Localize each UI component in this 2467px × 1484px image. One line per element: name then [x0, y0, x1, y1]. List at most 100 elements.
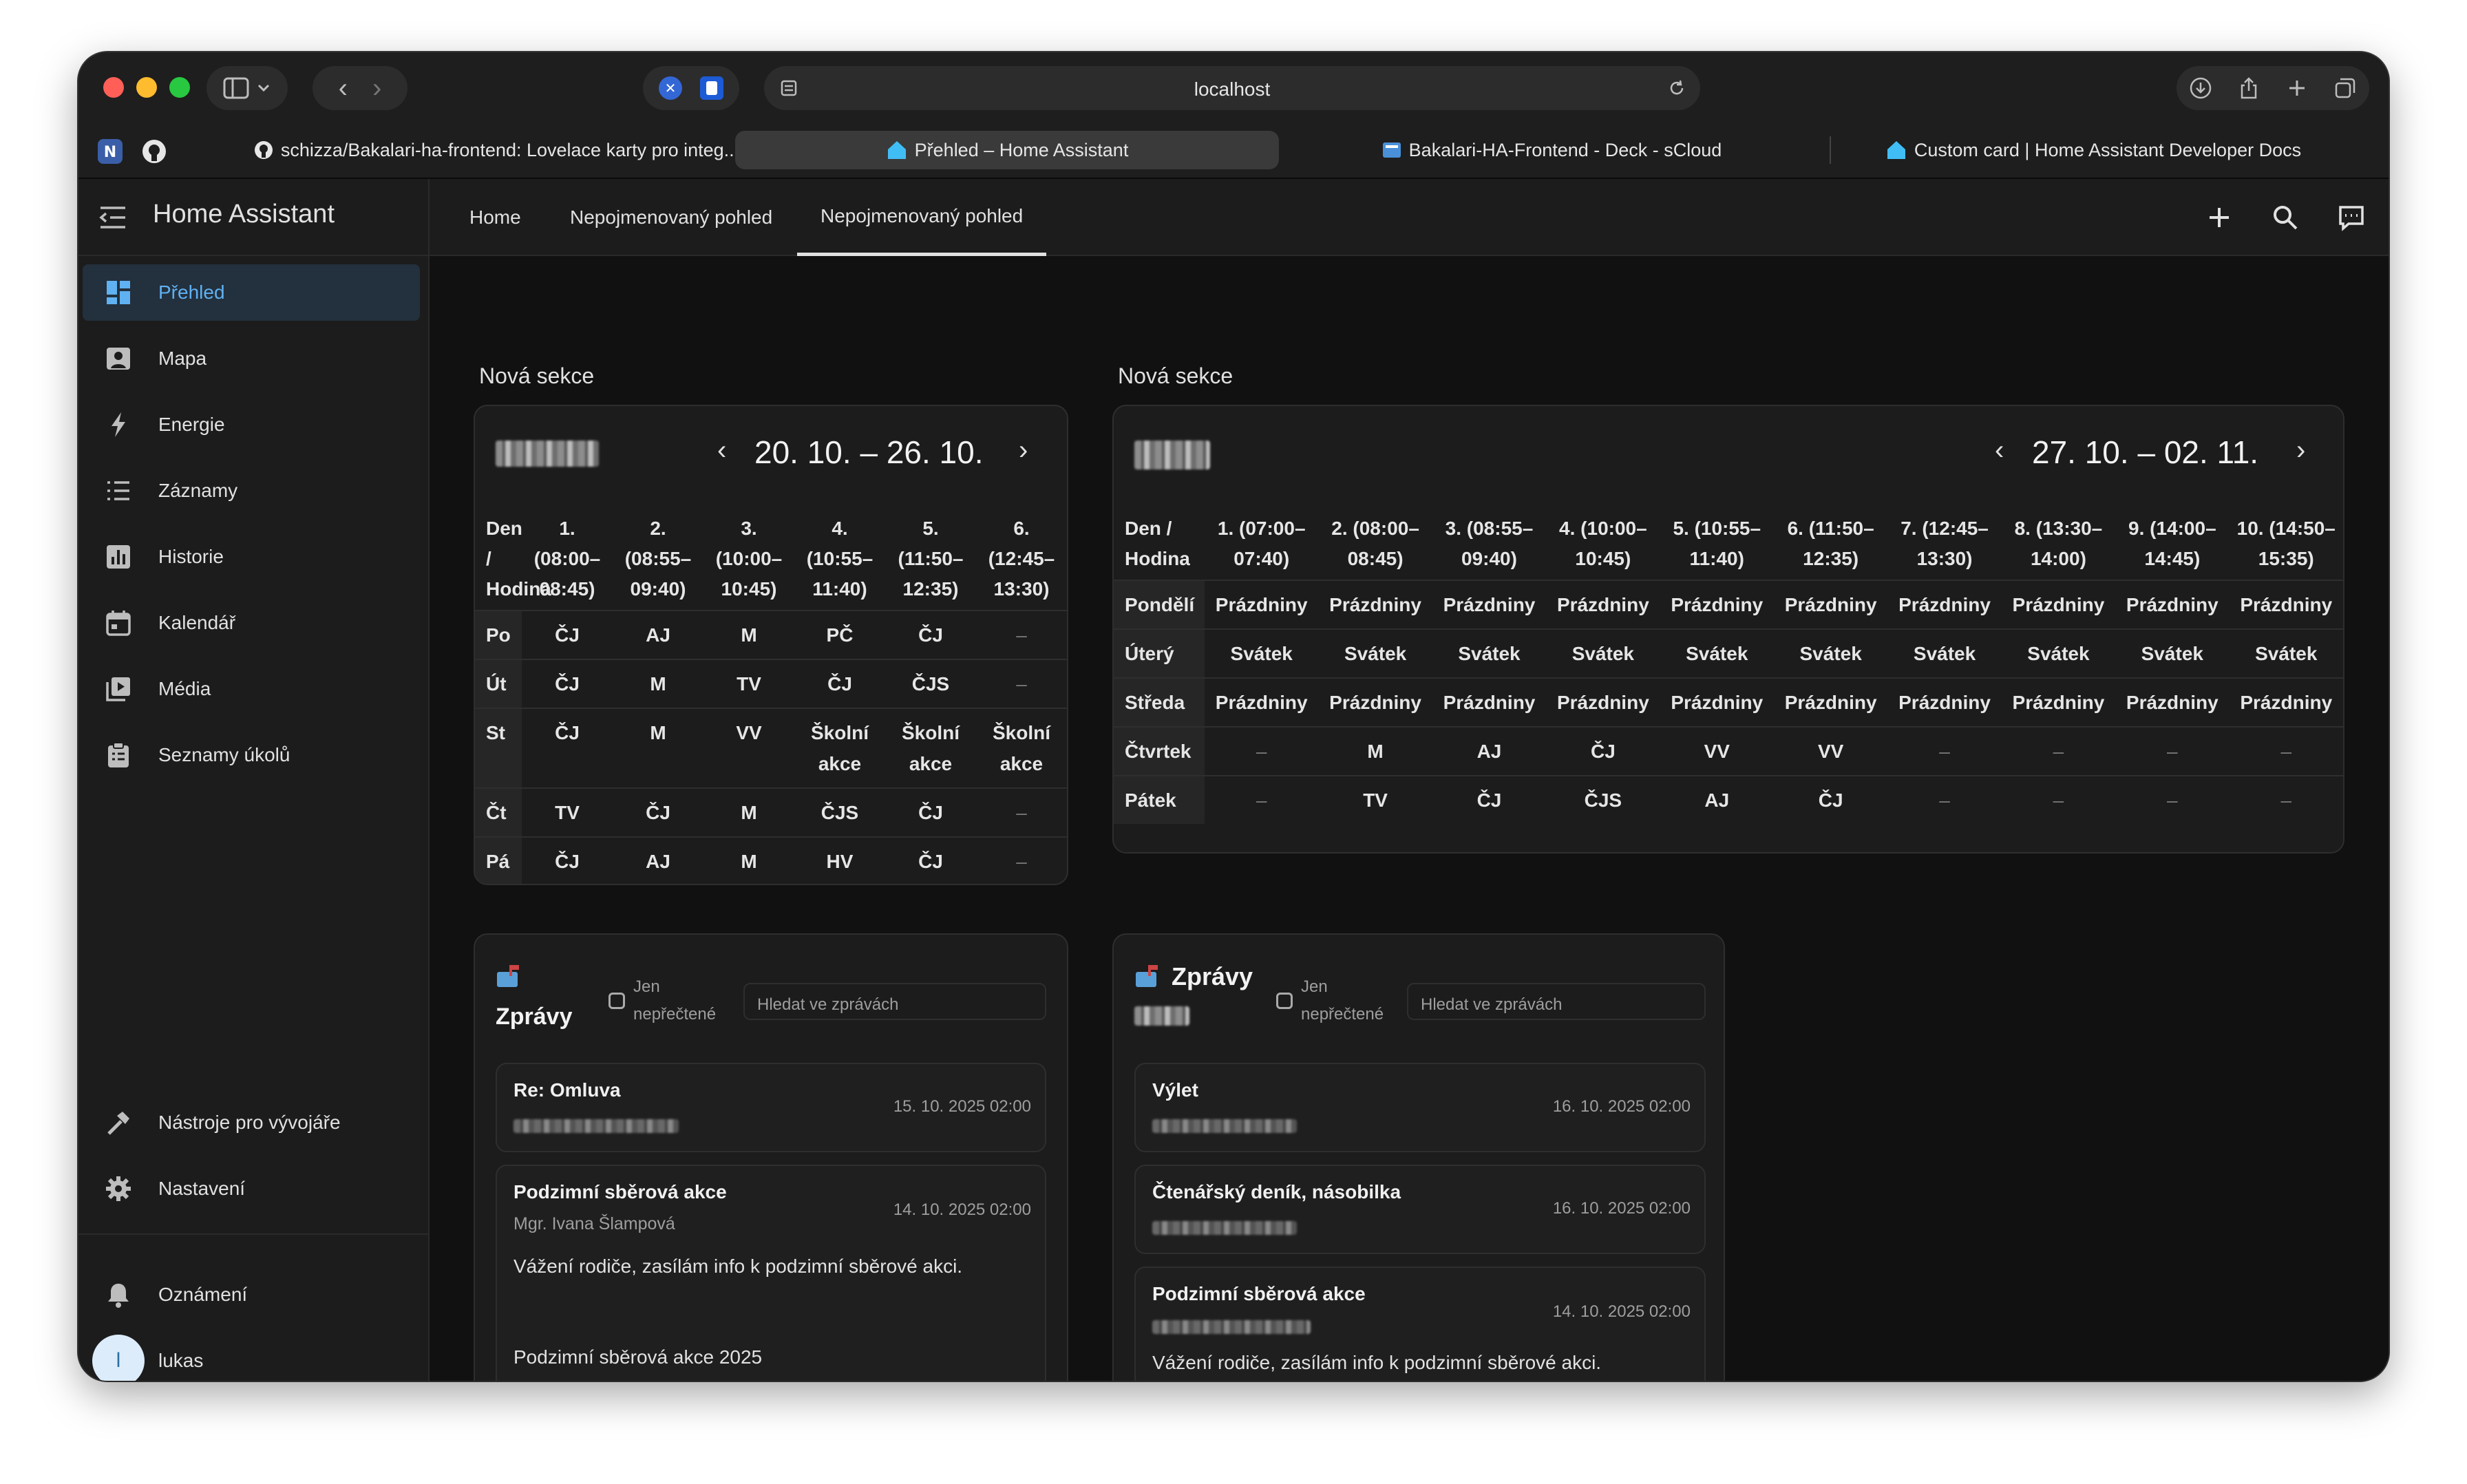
- sidebar-item-nastaveni[interactable]: Nastavení: [83, 1160, 420, 1217]
- prev-week-button[interactable]: ‹: [717, 435, 727, 465]
- mailbox-icon: [497, 965, 519, 987]
- main-content: Home Nepojmenovaný pohled Nepojmenovaný …: [430, 179, 2389, 1381]
- header-cell: 7. (12:45–13:30): [1887, 508, 2002, 581]
- download-icon[interactable]: [2189, 76, 2212, 100]
- forward-button[interactable]: ›: [372, 72, 382, 103]
- url-text: localhost: [1194, 78, 1271, 100]
- lesson-cell: –: [1016, 851, 1027, 872]
- search-messages-input[interactable]: Hledat ve zprávách: [743, 983, 1046, 1020]
- reload-icon[interactable]: [1667, 78, 1686, 98]
- unread-only-checkbox[interactable]: [1276, 993, 1293, 1009]
- message-item[interactable]: Podzimní sběrová akce 14. 10. 2025 02:00…: [1134, 1266, 1706, 1381]
- github-icon[interactable]: [140, 138, 168, 165]
- menu-collapse-icon[interactable]: [99, 205, 127, 230]
- search-messages-input[interactable]: Hledat ve zprávách: [1407, 983, 1706, 1020]
- next-week-button[interactable]: ›: [2296, 435, 2306, 465]
- sidebar-divider: [78, 1233, 428, 1235]
- extensions-group: ✕: [643, 66, 739, 110]
- close-window-button[interactable]: [103, 77, 124, 98]
- day-cell: Pátek: [1114, 776, 1205, 824]
- message-item[interactable]: Podzimní sběrová akce 14. 10. 2025 02:00…: [496, 1165, 1046, 1381]
- tab-overview-icon[interactable]: [2333, 76, 2357, 100]
- sidebar-item-prehled[interactable]: Přehled: [83, 264, 420, 321]
- sidebar-item-zaznamy[interactable]: Záznamy: [83, 463, 420, 519]
- minimize-window-button[interactable]: [136, 77, 157, 98]
- lesson-cell: AJ: [1704, 789, 1730, 811]
- sidebar-item-nastroje-pro-vyvojare[interactable]: Nástroje pro vývojáře: [83, 1094, 420, 1151]
- sidebar-item-oznameni[interactable]: Oznámení: [83, 1266, 420, 1323]
- messages-card: Zprávy Jen nepřečtené Hledat ve zprávách…: [474, 933, 1068, 1381]
- prev-week-button[interactable]: ‹: [1995, 435, 2004, 465]
- lesson-cell: Svátek: [1660, 629, 1774, 679]
- message-item[interactable]: Čtenářský deník, násobilka 16. 10. 2025 …: [1134, 1165, 1706, 1254]
- next-week-button[interactable]: ›: [1019, 435, 1028, 465]
- lesson-cell: ČJ: [885, 788, 976, 838]
- header-cell: 2. (08:00–08:45): [1318, 508, 1432, 581]
- message-body: Vážení rodiče, zasílám info k podzimní s…: [1152, 1352, 1602, 1373]
- new-tab-icon[interactable]: [2285, 76, 2309, 100]
- tab-view-1[interactable]: Nepojmenovaný pohled: [570, 206, 773, 228]
- lesson-cell: VV: [703, 708, 794, 789]
- timetable-row: Po ČJ AJ M PČ ČJ –: [475, 611, 1067, 660]
- address-bar[interactable]: localhost: [764, 66, 1700, 110]
- password-manager-icon[interactable]: [698, 74, 726, 102]
- unread-only-checkbox[interactable]: [608, 993, 625, 1009]
- tab-label: Přehled – Home Assistant: [914, 139, 1129, 160]
- message-date: 14. 10. 2025 02:00: [893, 1200, 1031, 1219]
- browser-tab-home-assistant[interactable]: Přehled – Home Assistant: [735, 131, 1279, 169]
- lesson-cell: –: [976, 788, 1067, 838]
- timetable-header-row: Den / Hodina 1. (08:00–08:45) 2. (08:55–…: [475, 508, 1067, 611]
- timetable-body: Po ČJ AJ M PČ ČJ – Út ČJ M TV ČJ ČJS – St ČJ M VV Školní a…: [475, 611, 1067, 884]
- browser-tab-developer-docs[interactable]: Custom card | Home Assistant Developer D…: [1830, 131, 2357, 169]
- browser-tab-deck[interactable]: Bakalari-HA-Frontend - Deck - sCloud: [1311, 131, 1792, 169]
- sidebar-item-seznamy-ukolu[interactable]: Seznamy úkolů: [83, 727, 420, 783]
- media-icon: [103, 674, 134, 704]
- browser-toolbar: ‹ › ✕ localhost: [78, 52, 2389, 124]
- share-icon[interactable]: [2237, 76, 2260, 100]
- lesson-cell: Svátek: [2115, 629, 2230, 679]
- sidebar-item-mapa[interactable]: Mapa: [83, 330, 420, 387]
- sidebar-item-media[interactable]: Média: [83, 661, 420, 717]
- add-icon[interactable]: [2201, 200, 2237, 235]
- lesson-cell: –: [976, 611, 1067, 660]
- clipboard-icon: [103, 740, 134, 770]
- day-cell: Středa: [1114, 678, 1205, 728]
- lesson-cell: Prázdniny: [1887, 678, 2002, 728]
- header-cell: 1. (07:00–07:40): [1205, 508, 1319, 581]
- message-item[interactable]: Výlet 16. 10. 2025 02:00: [1134, 1063, 1706, 1152]
- home-assistant-icon: [1887, 141, 1905, 159]
- lesson-cell: ČJ: [555, 851, 580, 872]
- student-name: [496, 441, 599, 467]
- sidebar-item-label: Oznámení: [158, 1284, 248, 1305]
- browser-tab-github[interactable]: schizza/Bakalari-ha-frontend: Lovelace k…: [182, 131, 811, 169]
- sidebar-header: Home Assistant: [78, 179, 428, 256]
- pinned-tab-icon[interactable]: N: [96, 138, 124, 165]
- lesson-cell: Svátek: [2001, 629, 2116, 679]
- app-title: Home Assistant: [153, 200, 335, 229]
- extension-icon[interactable]: ✕: [657, 74, 684, 102]
- lesson-cell: –: [1205, 727, 1319, 776]
- sidebar-toggle-button[interactable]: [207, 66, 288, 110]
- lesson-cell: Prázdniny: [2229, 580, 2343, 630]
- tab-label: Bakalari-HA-Frontend - Deck - sCloud: [1408, 139, 1722, 160]
- timetable-row: Út ČJ M TV ČJ ČJS –: [475, 659, 1067, 709]
- lesson-cell: –: [1939, 789, 1950, 811]
- header-cell: 1. (08:00–08:45): [522, 508, 613, 611]
- message-item[interactable]: Re: Omluva 15. 10. 2025 02:00: [496, 1063, 1046, 1152]
- lesson-cell: Prázdniny: [1660, 580, 1774, 630]
- sidebar-item-historie[interactable]: Historie: [83, 529, 420, 585]
- svg-text:N: N: [104, 144, 116, 161]
- tab-home[interactable]: Home: [469, 206, 521, 228]
- back-button[interactable]: ‹: [338, 72, 348, 103]
- sidebar-item-user[interactable]: l lukas: [83, 1333, 420, 1381]
- search-icon[interactable]: [2267, 200, 2303, 235]
- sidebar-item-kalendar[interactable]: Kalendář: [83, 595, 420, 651]
- assist-icon[interactable]: [2333, 200, 2369, 235]
- tab-view-2[interactable]: Nepojmenovaný pohled: [797, 179, 1047, 256]
- timetable-body: Pondělí Prázdniny Prázdniny Prázdniny Prázdn…: [1114, 580, 2343, 824]
- lesson-cell: TV: [703, 659, 794, 709]
- sidebar-item-energie[interactable]: Energie: [83, 396, 420, 453]
- page-settings-icon[interactable]: [779, 78, 798, 98]
- zoom-window-button[interactable]: [169, 77, 190, 98]
- lesson-cell: AJ: [613, 611, 703, 660]
